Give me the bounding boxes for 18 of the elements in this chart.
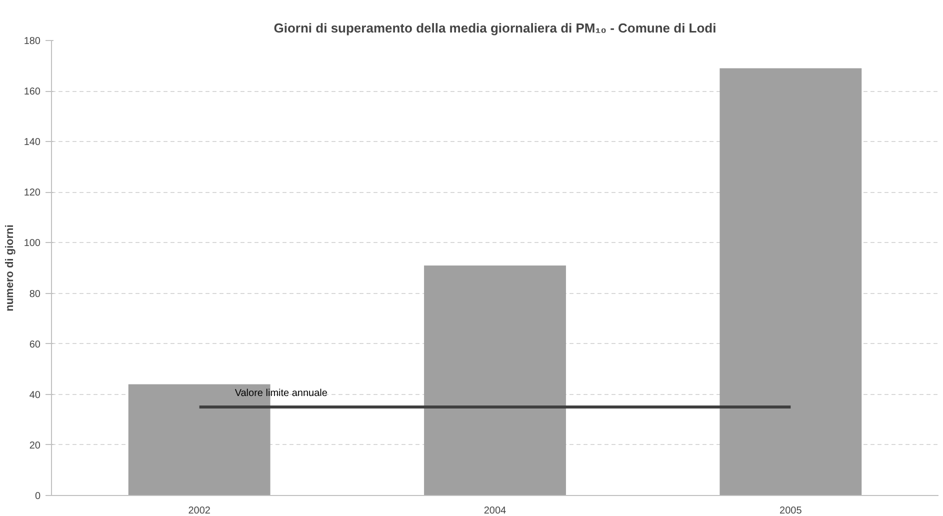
y-tick-label: 100: [24, 238, 41, 250]
bar: [720, 68, 862, 496]
y-tick-label: 80: [29, 288, 41, 300]
y-tick-label: 140: [24, 137, 41, 148]
y-tick-label: 120: [24, 188, 41, 199]
x-tick-label: 2005: [780, 506, 802, 516]
y-tick-label: 0: [34, 491, 41, 502]
series-label: Valore limite annuale: [234, 388, 328, 400]
bar: [424, 265, 566, 496]
y-tick-label: 60: [29, 339, 41, 350]
y-tick-label: 160: [24, 86, 41, 98]
x-tick-label: 2002: [188, 506, 211, 516]
y-axis-title: numero di giorni: [4, 224, 16, 312]
x-tick-label: 2004: [484, 506, 507, 516]
y-tick-label: 20: [29, 440, 41, 452]
y-tick-label: 180: [24, 36, 41, 47]
y-tick-label: 40: [29, 390, 41, 401]
chart-title: Giorni di superamento della media giornaliera di PM₁₀ - Comune di Lodi: [274, 20, 716, 36]
